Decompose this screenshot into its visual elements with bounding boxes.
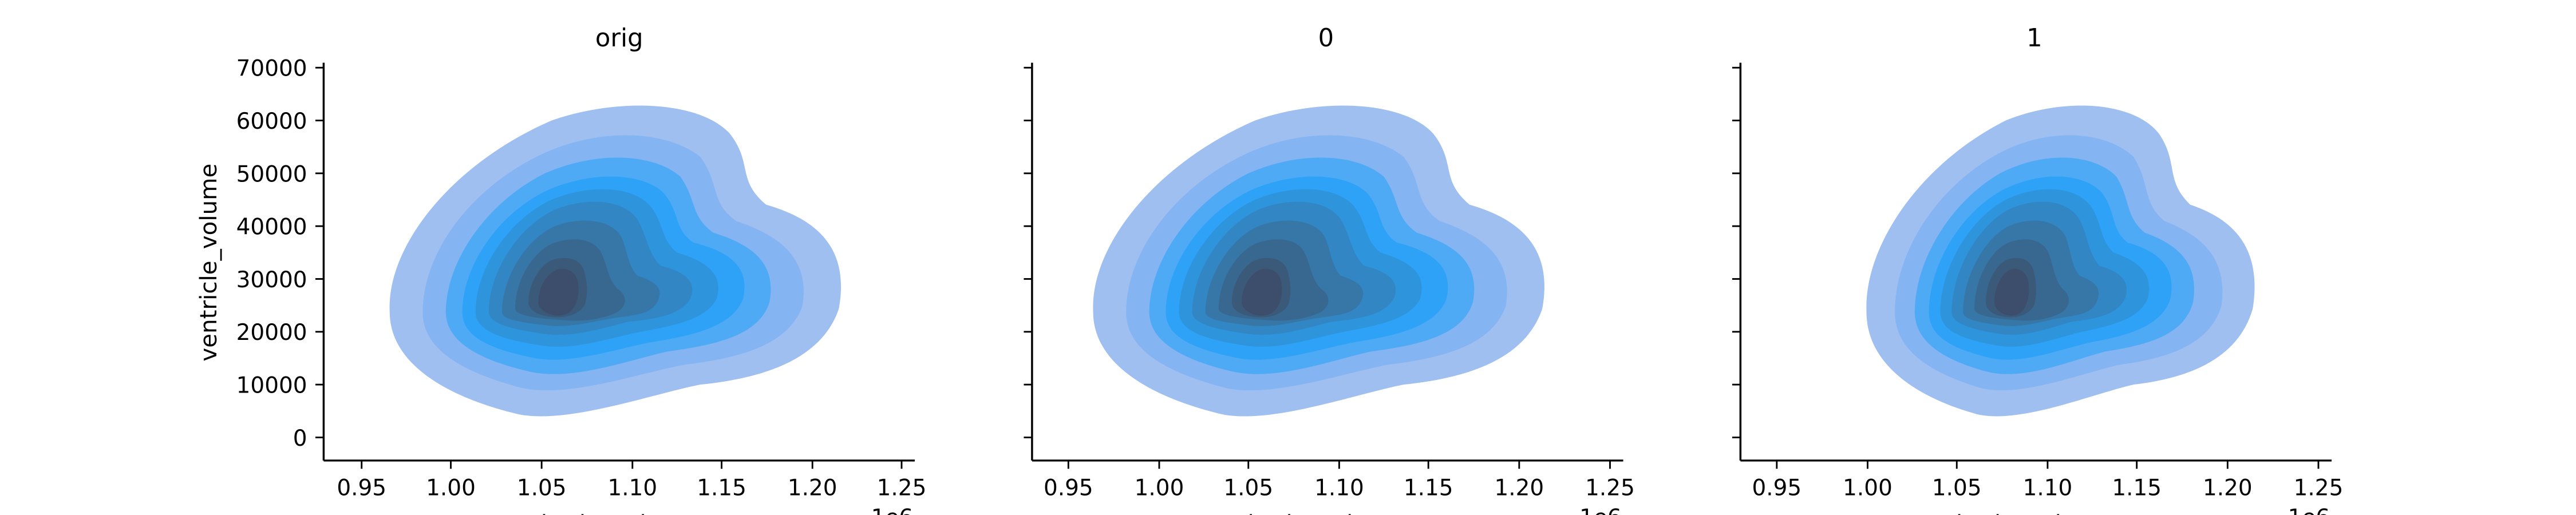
contour-level-10 xyxy=(1994,268,2029,316)
x-tick-label: 1.25 xyxy=(1585,475,1635,501)
x-ticks: 0.95 1.00 1.05 1.10 1.15 1.20 1.25 xyxy=(1044,460,1635,501)
y-tick-label: 70000 xyxy=(236,56,307,82)
density-contours xyxy=(389,105,841,417)
y-tick-label: 60000 xyxy=(236,109,307,134)
x-tick-label: 1.25 xyxy=(2294,475,2344,501)
density-contours xyxy=(1093,105,1544,417)
x-tick-label: 1.10 xyxy=(607,475,657,501)
panel-1: 1 0.95 1.00 1.05 xyxy=(1732,24,2343,515)
y-ticks xyxy=(1732,66,1741,438)
x-tick-label: 0.95 xyxy=(1752,475,1801,501)
x-offset-label: 1e6 xyxy=(2288,505,2330,515)
panel-title: 1 xyxy=(2026,24,2042,53)
x-tick-label: 1.05 xyxy=(517,475,567,501)
x-tick-label: 0.95 xyxy=(337,475,386,501)
y-tick-label: 40000 xyxy=(236,215,307,240)
x-axis-label: brain_volume xyxy=(1956,510,2113,515)
x-tick-label: 1.15 xyxy=(2112,475,2162,501)
panel-title: orig xyxy=(595,24,643,53)
x-ticks: 0.95 1.00 1.05 1.10 1.15 1.20 1.25 xyxy=(337,460,927,501)
panel-0: 0 0.95 1.00 1.05 xyxy=(1024,24,1635,515)
y-ticks xyxy=(1024,66,1032,438)
x-offset-label: 1e6 xyxy=(1579,505,1622,515)
x-tick-label: 1.05 xyxy=(1932,475,1982,501)
y-ticks: 0 10000 20000 30000 40000 50000 60000 70… xyxy=(236,56,324,451)
x-offset-label: 1e6 xyxy=(871,505,914,515)
panel-orig: orig 0.95 1.00 1.05 xyxy=(195,24,926,515)
y-tick-label: 50000 xyxy=(236,161,307,187)
x-tick-label: 1.00 xyxy=(426,475,476,501)
x-axis-label: brain_volume xyxy=(541,510,698,515)
x-tick-label: 1.00 xyxy=(1135,475,1184,501)
x-tick-label: 0.95 xyxy=(1044,475,1093,501)
x-tick-label: 1.15 xyxy=(697,475,746,501)
axes-frame xyxy=(1031,62,1623,462)
x-tick-label: 1.15 xyxy=(1404,475,1453,501)
x-axis-label: brain_volume xyxy=(1248,510,1405,515)
x-tick-label: 1.00 xyxy=(1843,475,1893,501)
x-tick-label: 1.05 xyxy=(1223,475,1273,501)
x-ticks: 0.95 1.00 1.05 1.10 1.15 1.20 1.25 xyxy=(1752,460,2344,501)
x-tick-label: 1.25 xyxy=(877,475,927,501)
contour-level-10 xyxy=(538,268,579,316)
x-tick-label: 1.20 xyxy=(1494,475,1544,501)
y-tick-label: 0 xyxy=(293,426,307,451)
axes-frame xyxy=(1739,62,2332,462)
x-tick-label: 1.20 xyxy=(788,475,837,501)
density-contours xyxy=(1866,105,2255,417)
y-axis-label: ventricle_volume xyxy=(195,164,222,362)
panel-title: 0 xyxy=(1318,24,1334,53)
x-tick-label: 1.10 xyxy=(2023,475,2073,501)
x-tick-label: 1.20 xyxy=(2203,475,2253,501)
y-tick-label: 20000 xyxy=(236,320,307,346)
y-tick-label: 30000 xyxy=(236,267,307,293)
axes-frame xyxy=(322,62,915,462)
contour-level-10 xyxy=(1242,268,1282,316)
y-tick-label: 10000 xyxy=(236,373,307,399)
x-tick-label: 1.10 xyxy=(1314,475,1364,501)
